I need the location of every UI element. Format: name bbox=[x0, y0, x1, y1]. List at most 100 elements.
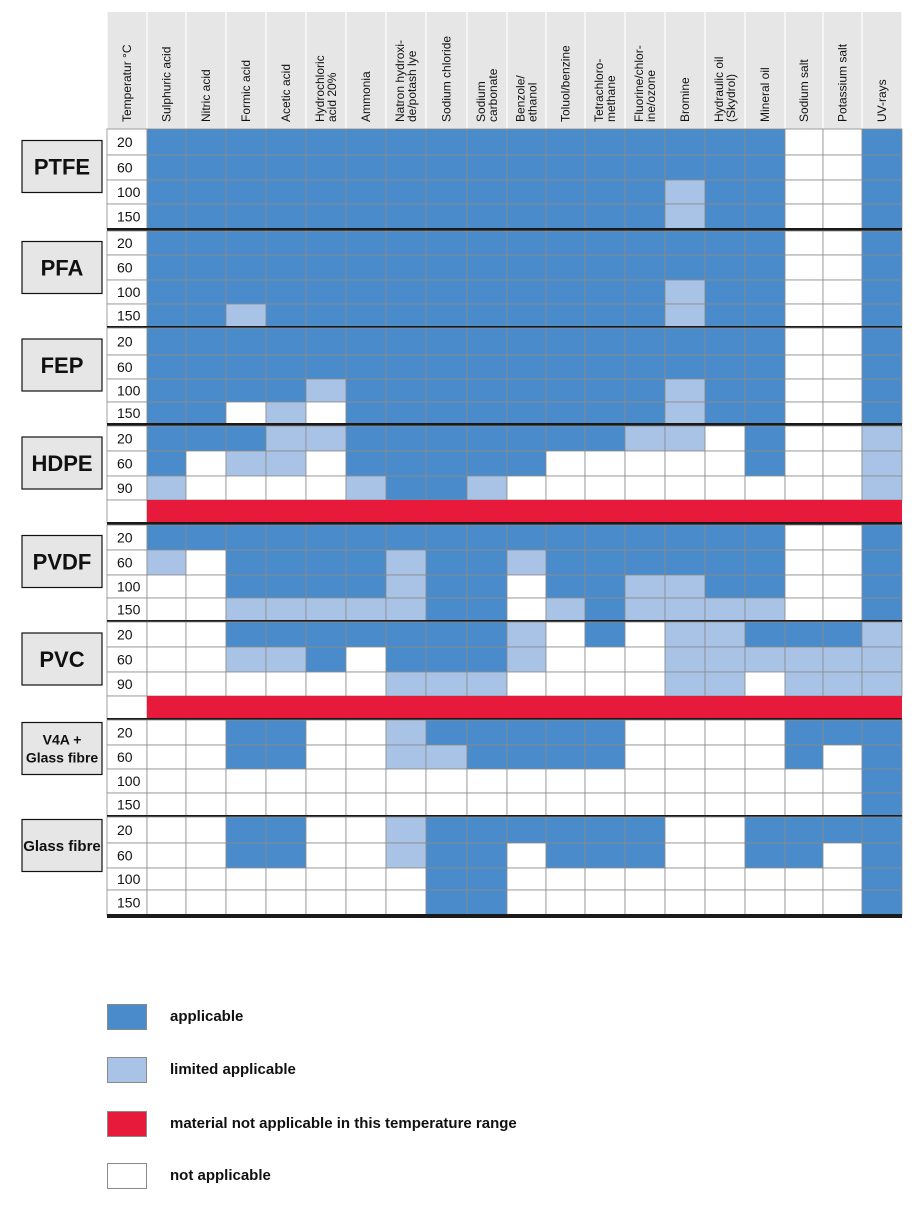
cell-hdpe-20-sodium-salt bbox=[784, 425, 824, 452]
cell-pvc-20-sodium-chloride bbox=[425, 621, 468, 648]
material-label-pfa bbox=[21, 240, 103, 295]
cell-glass-fibre-20-formic-acid bbox=[225, 816, 267, 844]
cell-pvdf-20-hydraulic-oil-skydrol bbox=[704, 524, 746, 551]
cell-pfa-100-acetic-acid bbox=[265, 279, 307, 305]
cell-glass-fibre-100-benzole-ethanol bbox=[506, 867, 547, 891]
cell-fep-100-sulphuric-acid bbox=[146, 378, 187, 403]
cell-glass-fibre-100-potassium-salt bbox=[822, 867, 863, 891]
cell-glass-fibre-60-bromine bbox=[664, 842, 706, 869]
cell-glass-fibre-150-formic-acid bbox=[225, 889, 267, 916]
cell-pvdf-20-fluorine-chlor-ine-ozone bbox=[624, 524, 666, 551]
header-mineral-oil: Mineral oil bbox=[758, 67, 772, 122]
temperature-cell bbox=[106, 695, 148, 720]
cell-ptfe-60-uv-rays bbox=[861, 154, 903, 181]
cell-v4a-glass-fibre-100-hydraulic-oil-skydrol bbox=[704, 768, 746, 794]
cell-pfa-60-potassium-salt bbox=[822, 254, 863, 281]
temperature-label: 60 bbox=[117, 848, 133, 864]
cell-pvdf-150-benzole-ethanol bbox=[506, 597, 547, 622]
cell-v4a-glass-fibre-20-natron-hydroxi-de-potash-lye bbox=[385, 719, 427, 746]
cell-ptfe-150-benzole-ethanol bbox=[506, 203, 547, 230]
cell-ptfe-150-hydrochloric-acid-20 bbox=[305, 203, 347, 230]
cell-pvc-60-sulphuric-acid bbox=[146, 646, 187, 673]
cell-v4a-glass-fibre-60-acetic-acid bbox=[265, 744, 307, 770]
header-benzole-ethanol: ethanol bbox=[526, 83, 540, 122]
cell-ptfe-60-sodium-chloride bbox=[425, 154, 468, 181]
cell-pvc-90-sodium-salt bbox=[784, 671, 824, 697]
cell-glass-fibre-100-mineral-oil bbox=[744, 867, 786, 891]
cell-pvdf-100-hydrochloric-acid-20 bbox=[305, 574, 347, 599]
cell-v4a-glass-fibre-100-acetic-acid bbox=[265, 768, 307, 794]
cell-ptfe-60-formic-acid bbox=[225, 154, 267, 181]
cell-glass-fibre-20-uv-rays bbox=[861, 816, 903, 844]
temperature-label: 60 bbox=[117, 652, 133, 668]
cell-fep-20-sodium-chloride bbox=[425, 327, 468, 356]
temperature-label: 150 bbox=[117, 405, 141, 421]
cell-hdpe-60-hydraulic-oil-skydrol bbox=[704, 450, 746, 477]
header-background bbox=[107, 12, 902, 129]
cell-pvdf-100-potassium-salt bbox=[822, 574, 863, 599]
temperature-label: 150 bbox=[117, 602, 141, 618]
cell-glass-fibre-150-toluol-benzine bbox=[545, 889, 586, 916]
cell-pvdf-150-sodium-carbonate bbox=[466, 597, 508, 622]
temperature-cell bbox=[106, 499, 148, 524]
temperature-cell bbox=[106, 354, 148, 380]
cell-fep-20-formic-acid bbox=[225, 327, 267, 356]
cell-ptfe-150-tetrachloro-methane bbox=[584, 203, 626, 230]
cell-v4a-glass-fibre-100-nitric-acid bbox=[185, 768, 227, 794]
cell-fep-20-toluol-benzine bbox=[545, 327, 586, 356]
cell-ptfe-100-hydrochloric-acid-20 bbox=[305, 179, 347, 205]
cell-pvc-90-potassium-salt bbox=[822, 671, 863, 697]
cell-fep-100-tetrachloro-methane bbox=[584, 378, 626, 403]
cell-ptfe-60-hydrochloric-acid-20 bbox=[305, 154, 347, 181]
cell-fep-20-uv-rays bbox=[861, 327, 903, 356]
temperature-label: 150 bbox=[117, 308, 141, 324]
cell-pvc-90-ammonia bbox=[345, 671, 387, 697]
cell-glass-fibre-60-hydraulic-oil-skydrol bbox=[704, 842, 746, 869]
temperature-cell bbox=[106, 621, 148, 648]
cell-v4a-glass-fibre-150-sodium-carbonate bbox=[466, 792, 508, 817]
temperature-cell bbox=[106, 671, 148, 697]
cell-glass-fibre-20-mineral-oil bbox=[744, 816, 786, 844]
cell-fep-100-fluorine-chlor-ine-ozone bbox=[624, 378, 666, 403]
cell-fep-150-natron-hydroxi-de-potash-lye bbox=[385, 401, 427, 425]
cell-pvdf-60-ammonia bbox=[345, 549, 387, 576]
cell-glass-fibre-60-formic-acid bbox=[225, 842, 267, 869]
cell-fep-150-formic-acid bbox=[225, 401, 267, 425]
cell-ptfe-100-potassium-salt bbox=[822, 179, 863, 205]
cell-pfa-20-hydraulic-oil-skydrol bbox=[704, 230, 746, 256]
cell-pfa-150-mineral-oil bbox=[744, 303, 786, 328]
cell-v4a-glass-fibre-150-acetic-acid bbox=[265, 792, 307, 817]
cell-pfa-20-sodium-chloride bbox=[425, 230, 468, 256]
cell-ptfe-100-natron-hydroxi-de-potash-lye bbox=[385, 179, 427, 205]
cell-ptfe-20-sodium-chloride bbox=[425, 128, 468, 156]
material-label-hdpe bbox=[21, 436, 103, 490]
cell-v4a-glass-fibre-100-uv-rays bbox=[861, 768, 903, 794]
cell-pvdf-60-sodium-carbonate bbox=[466, 549, 508, 576]
cell-ptfe-150-sodium-carbonate bbox=[466, 203, 508, 230]
cell-pvdf-100-bromine bbox=[664, 574, 706, 599]
temperature-cell bbox=[106, 179, 148, 205]
cell-fep-100-ammonia bbox=[345, 378, 387, 403]
header-uv-rays: UV-rays bbox=[875, 79, 889, 122]
cell-glass-fibre-60-hydrochloric-acid-20 bbox=[305, 842, 347, 869]
material-name-fep: FEP bbox=[41, 353, 84, 378]
cell-pfa-60-sulphuric-acid bbox=[146, 254, 187, 281]
cell-v4a-glass-fibre-60-tetrachloro-methane bbox=[584, 744, 626, 770]
cell-glass-fibre-60-fluorine-chlor-ine-ozone bbox=[624, 842, 666, 869]
temperature-label: 20 bbox=[117, 431, 133, 447]
cell-v4a-glass-fibre-20-acetic-acid bbox=[265, 719, 307, 746]
cell-fep-20-hydraulic-oil-skydrol bbox=[704, 327, 746, 356]
cell-hdpe-90-natron-hydroxi-de-potash-lye bbox=[385, 475, 427, 501]
cell-ptfe-20-bromine bbox=[664, 128, 706, 156]
cell-pvc-90-benzole-ethanol bbox=[506, 671, 547, 697]
cell-ptfe-60-sulphuric-acid bbox=[146, 154, 187, 181]
cell-pvdf-150-ammonia bbox=[345, 597, 387, 622]
cell-hdpe-60-acetic-acid bbox=[265, 450, 307, 477]
cell-glass-fibre-150-uv-rays bbox=[861, 889, 903, 916]
cell-glass-fibre-150-sulphuric-acid bbox=[146, 889, 187, 916]
cell-fep-100-sodium-chloride bbox=[425, 378, 468, 403]
cell-v4a-glass-fibre-60-sulphuric-acid bbox=[146, 744, 187, 770]
cell-v4a-glass-fibre-100-fluorine-chlor-ine-ozone bbox=[624, 768, 666, 794]
cell-v4a-glass-fibre-100-tetrachloro-methane bbox=[584, 768, 626, 794]
cell-pvc-60-hydrochloric-acid-20 bbox=[305, 646, 347, 673]
